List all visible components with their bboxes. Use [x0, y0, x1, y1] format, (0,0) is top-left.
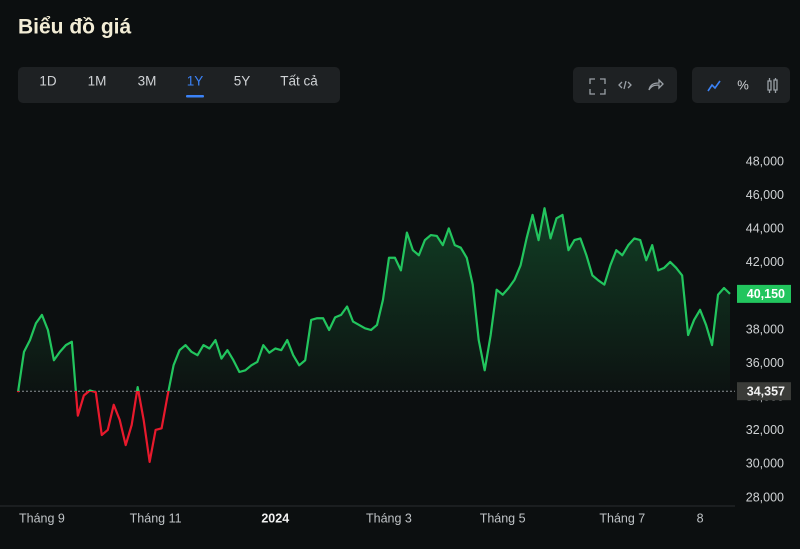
x-tick-label: 2024 — [261, 511, 289, 525]
x-tick-label: Tháng 7 — [599, 511, 645, 525]
icon — [648, 78, 664, 91]
tool-icons — [589, 78, 664, 95]
price-area — [18, 208, 730, 392]
range-tab[interactable]: 5Y — [234, 74, 251, 89]
range-tab[interactable]: 1M — [88, 74, 107, 89]
icon — [618, 80, 632, 90]
range-tab[interactable]: Tất cả — [280, 74, 318, 89]
fullscreen-button[interactable] — [589, 78, 606, 95]
price-line — [16, 207, 731, 463]
icon — [768, 78, 777, 93]
reference-label-box — [737, 382, 791, 401]
y-tick-label: 42,000 — [746, 255, 784, 269]
x-tick-label: Tháng 3 — [366, 511, 412, 525]
range-tab[interactable]: 1Y — [187, 74, 204, 89]
active-tab-indicator — [186, 95, 204, 98]
range-tab[interactable]: 3M — [138, 74, 157, 89]
icon — [707, 80, 721, 92]
icon — [589, 78, 606, 95]
range-tabs — [18, 67, 340, 103]
y-tick-label: 28,000 — [746, 490, 784, 504]
reference-label: 34,357 — [747, 384, 785, 398]
line-view-button[interactable] — [707, 80, 721, 92]
y-tick-label: 36,000 — [746, 356, 784, 370]
y-tick-label: 38,000 — [746, 322, 784, 336]
percent-button[interactable]: % — [737, 77, 749, 92]
y-tick-label: 44,000 — [746, 221, 784, 235]
y-tick-label: 48,000 — [746, 154, 784, 168]
embed-button[interactable] — [618, 80, 632, 90]
share-button[interactable] — [648, 78, 664, 91]
chart-title: Biểu đồ giá — [18, 16, 131, 39]
range-tab[interactable]: 1D — [39, 74, 57, 89]
y-tick-label: 30,000 — [746, 457, 784, 471]
x-tick-label: Tháng 11 — [130, 511, 182, 525]
x-tick-label: 8 — [697, 511, 704, 525]
candle-view-button[interactable] — [767, 78, 778, 93]
y-tick-label: 46,000 — [746, 188, 784, 202]
view-group — [692, 67, 790, 103]
x-tick-label: Tháng 5 — [480, 511, 526, 525]
x-tick-label: Tháng 9 — [19, 511, 65, 525]
last-price-label: 40,150 — [747, 287, 785, 301]
last-price-marker — [737, 284, 791, 303]
y-tick-label: 32,000 — [746, 423, 784, 437]
